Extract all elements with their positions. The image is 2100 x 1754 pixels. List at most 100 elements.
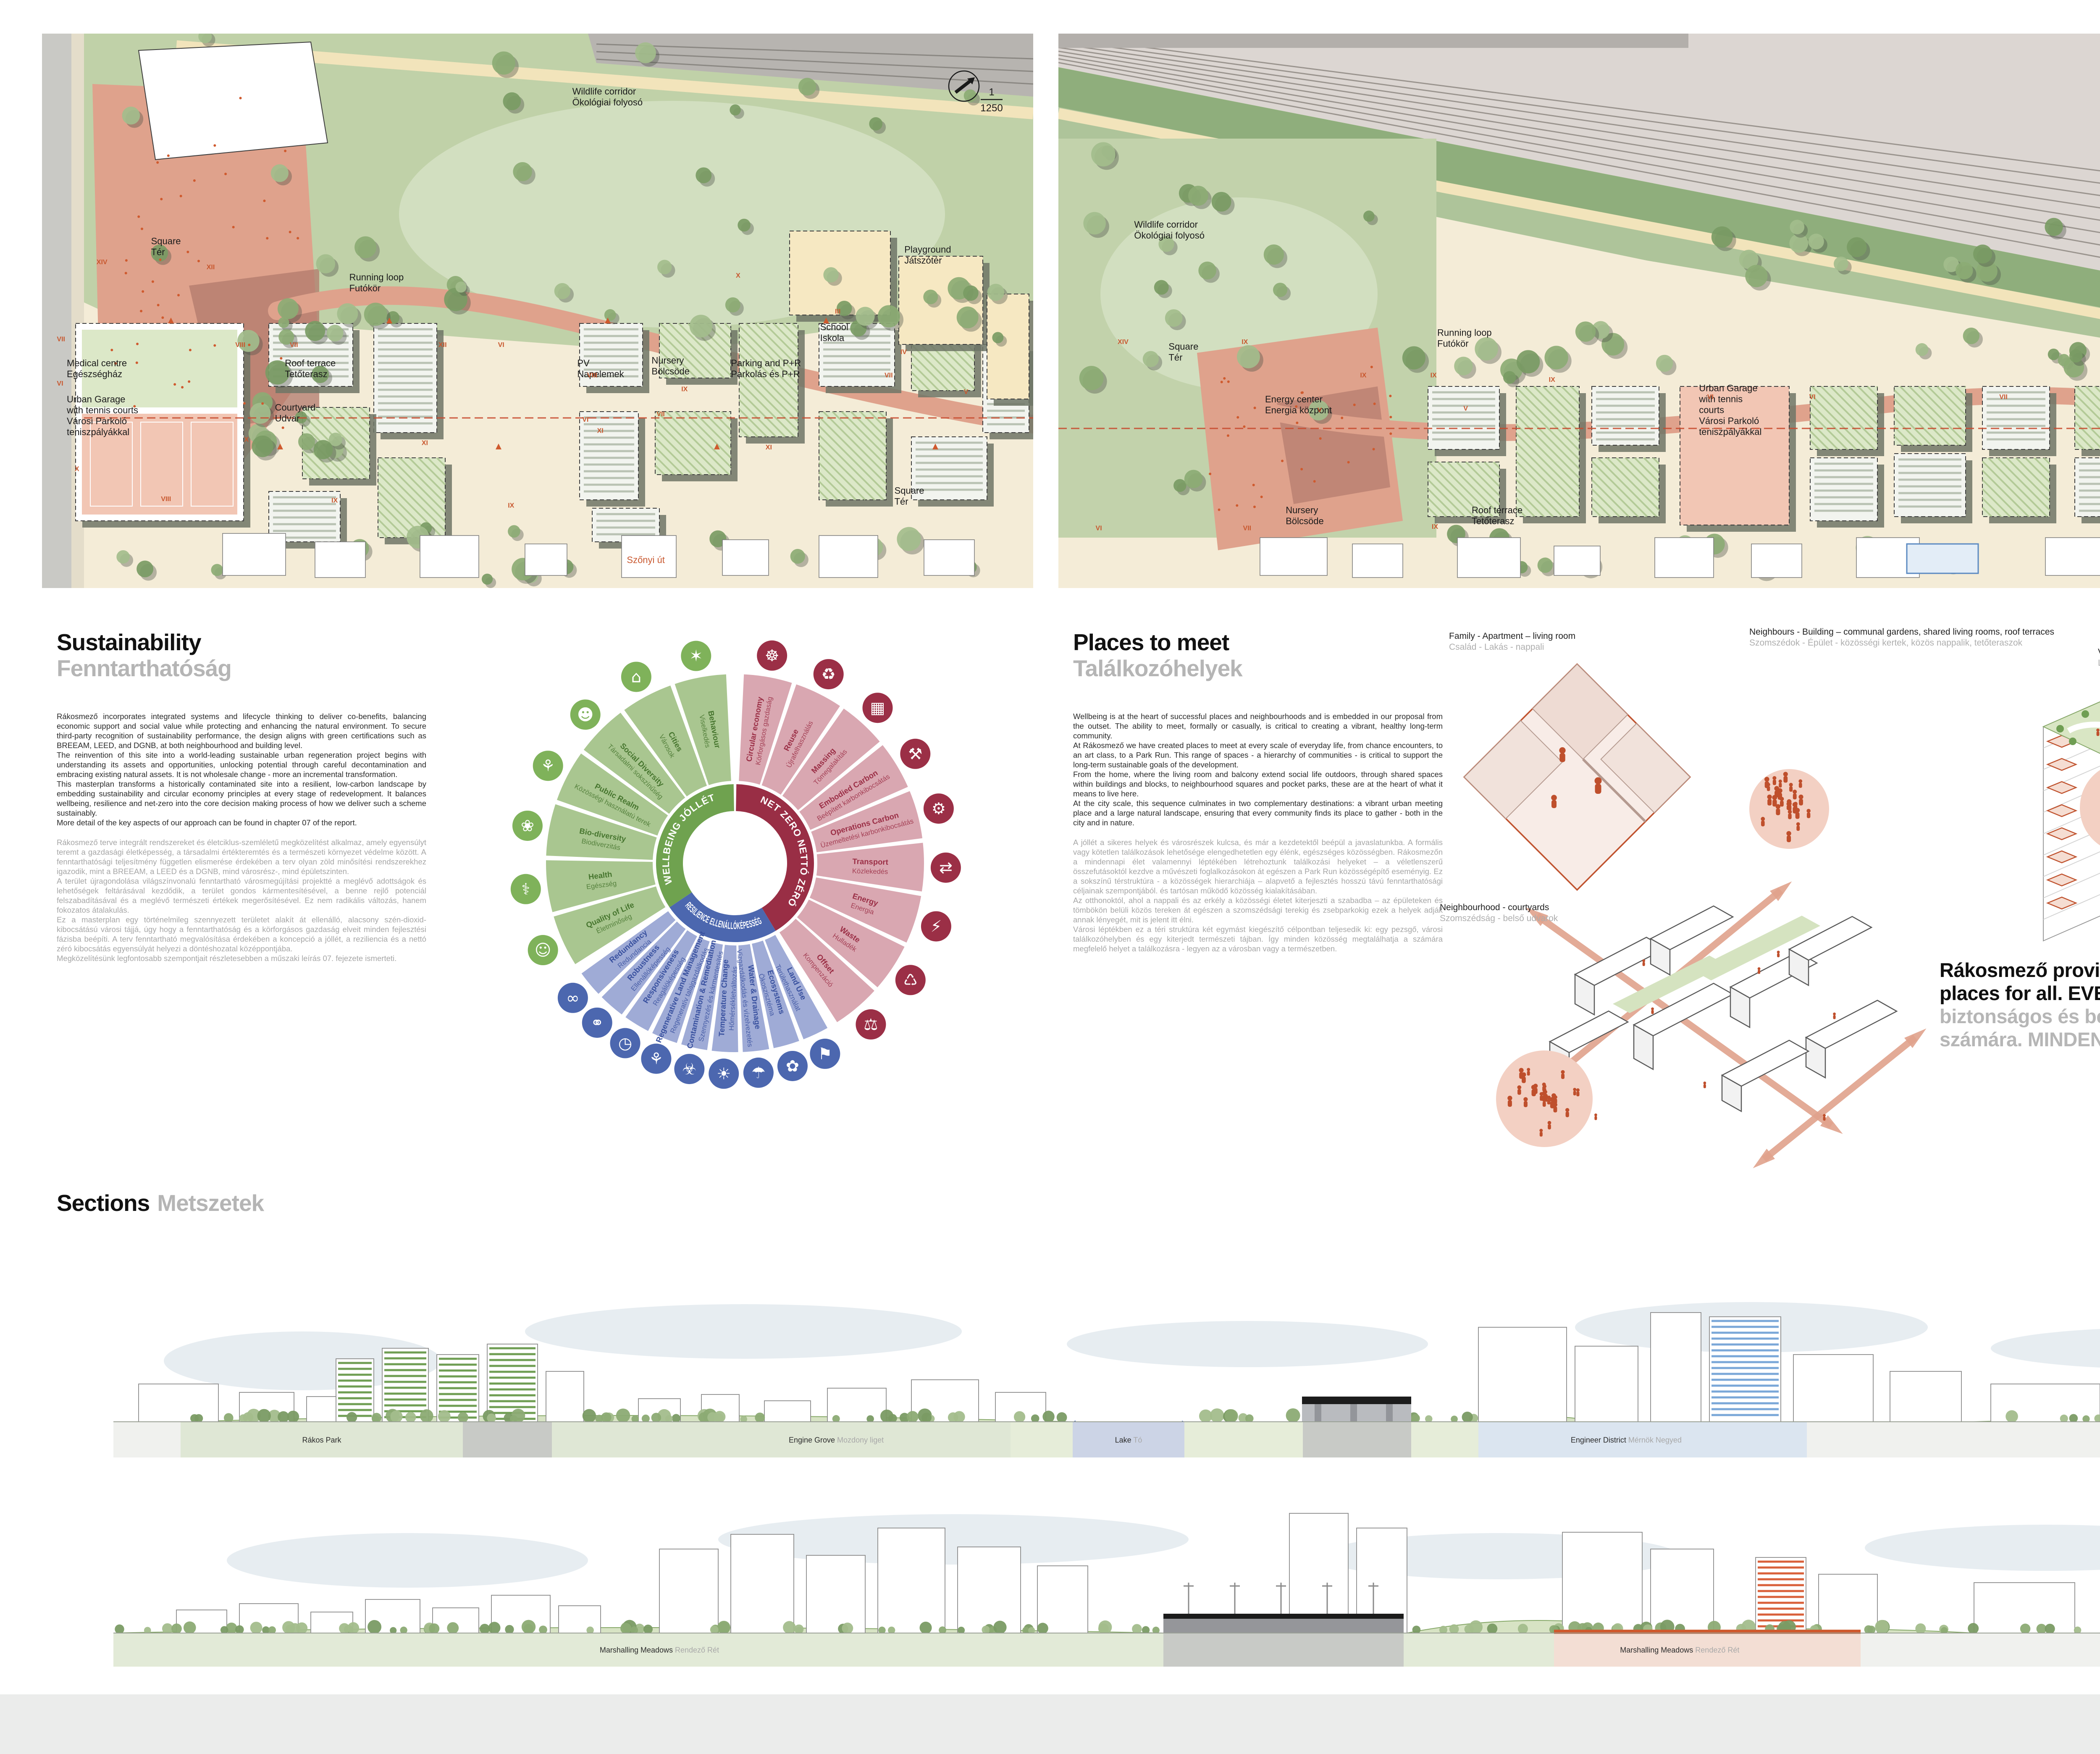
svg-text:Wildlife corridor: Wildlife corridor xyxy=(572,86,636,97)
svg-text:☺: ☺ xyxy=(535,941,551,959)
svg-text:Iskola: Iskola xyxy=(820,333,845,343)
svg-text:⇄: ⇄ xyxy=(939,859,953,877)
section-strip xyxy=(552,1422,1011,1457)
svg-text:⚭: ⚭ xyxy=(591,1014,604,1032)
wheel-segment xyxy=(797,899,905,987)
wheel-segment xyxy=(816,843,924,892)
building-numeral: IX xyxy=(1360,372,1366,379)
svg-text:Futókör: Futókör xyxy=(349,283,381,293)
svg-text:1: 1 xyxy=(989,87,994,98)
svg-text:Wildlife corridor: Wildlife corridor xyxy=(1134,219,1198,230)
section-zone-label: Lake Tó xyxy=(1115,1436,1142,1444)
welcome-statement-hu: Rákosmező biztonságos és befogadó tereke… xyxy=(1940,1005,2100,1050)
diagram-caption-hu: Család - Lakás - nappali xyxy=(1449,642,1544,652)
building-numeral: X xyxy=(244,436,249,444)
operations-carbon-icon xyxy=(923,793,954,824)
diagram-caption-en: Neighbourhood - courtyards xyxy=(1440,903,1549,912)
presentation-board: Wildlife corridor Ökológiai folyosó Square… xyxy=(0,0,2100,1694)
svg-text:Tér: Tér xyxy=(1168,352,1182,362)
section-zone-label: Marshalling Meadows Rendező Rét xyxy=(600,1646,719,1654)
diagram-caption-3: Visitors - Active ground floor – visitor… xyxy=(2098,647,2100,669)
svg-text:Transport: Transport xyxy=(852,857,888,866)
svg-text:Running loop: Running loop xyxy=(349,272,404,282)
section-strip xyxy=(1554,1633,1861,1667)
svg-text:Közlekedés: Közlekedés xyxy=(852,867,888,876)
building-numeral: VIII xyxy=(587,372,597,379)
wheel-segment xyxy=(675,674,731,785)
people-gathering-circle xyxy=(2080,770,2100,845)
welcome-statement-en: Rákosmező provides safe and inclusive sp… xyxy=(1940,959,2100,1004)
svg-text:Medical centre: Medical centre xyxy=(67,358,127,368)
robustness-icon xyxy=(582,1007,612,1038)
wheel-segment xyxy=(681,942,723,1050)
diagram-caption-4: Neighbourhood - courtyards Szomszédság - … xyxy=(1440,902,1700,924)
svg-text:⚑: ⚑ xyxy=(818,1045,832,1063)
svg-text:⚖: ⚖ xyxy=(864,1015,878,1034)
svg-text:Playground: Playground xyxy=(904,244,951,255)
massing-icon xyxy=(862,693,893,723)
svg-text:Urban Garage: Urban Garage xyxy=(67,394,125,404)
svg-text:◷: ◷ xyxy=(618,1034,632,1053)
svg-text:Városi Parkoló: Városi Parkoló xyxy=(1699,415,1759,426)
wheel-segment xyxy=(809,877,921,943)
sustainability-title-en: Sustainability xyxy=(57,629,202,655)
building-numeral: VIII xyxy=(235,341,245,349)
svg-text:Tér: Tér xyxy=(151,247,165,257)
svg-text:Udvar: Udvar xyxy=(275,413,300,424)
svg-text:Square: Square xyxy=(1168,341,1198,352)
svg-text:courts: courts xyxy=(1699,404,1724,415)
svg-text:Szőnyi út: Szőnyi út xyxy=(627,555,665,565)
sections-title-en: Sections xyxy=(57,1190,150,1216)
section-zone-label: Marshalling Meadows Rendező Rét xyxy=(1620,1646,1739,1654)
building-numeral: V xyxy=(1463,405,1468,412)
section-strip xyxy=(1011,1422,1073,1457)
sustainability-section: Sustainability Fenntarthatóság Rákosmező… xyxy=(57,629,426,963)
svg-text:School: School xyxy=(820,322,848,332)
svg-text:∞: ∞ xyxy=(566,989,580,1007)
water-drainage-icon xyxy=(743,1057,774,1088)
behaviour-icon xyxy=(681,641,711,671)
svg-text:1250: 1250 xyxy=(980,102,1003,114)
section-strip xyxy=(1163,1633,1404,1667)
building-numeral: VII xyxy=(57,336,65,343)
svg-text:teniszpályákkal: teniszpályákkal xyxy=(1699,426,1761,437)
building-numeral: XII xyxy=(207,264,215,271)
svg-text:✿: ✿ xyxy=(786,1057,799,1075)
svg-text:Square: Square xyxy=(151,236,181,247)
wheel-segment xyxy=(739,674,792,785)
svg-text:Ökológiai folyosó: Ökológiai folyosó xyxy=(1134,230,1205,241)
svg-text:Egészségház: Egészségház xyxy=(67,369,122,379)
svg-text:Játszótér: Játszótér xyxy=(904,255,942,265)
biodiversity-icon xyxy=(512,810,543,841)
building-numeral: VI xyxy=(1707,394,1714,401)
svg-text:Napelemek: Napelemek xyxy=(577,369,624,379)
svg-text:Roof terrace: Roof terrace xyxy=(1472,505,1522,515)
svg-text:Courtyard: Courtyard xyxy=(275,402,316,413)
building-numeral: VI xyxy=(582,416,588,423)
svg-text:⌂: ⌂ xyxy=(631,667,641,686)
svg-text:☂: ☂ xyxy=(751,1063,766,1082)
cross-section-1: Rákos Park Engine Grove Mozdony liget Lake… xyxy=(113,1302,2100,1457)
svg-text:☀: ☀ xyxy=(717,1064,731,1083)
svg-text:⚘: ⚘ xyxy=(649,1050,663,1068)
svg-text:♺: ♺ xyxy=(903,971,918,989)
wheel-segment xyxy=(581,911,676,994)
places-title-en: Places to meet xyxy=(1073,629,1229,655)
building-numeral: X xyxy=(75,465,79,473)
building-numeral: XI xyxy=(766,444,772,451)
building-numeral: V xyxy=(1318,407,1322,414)
svg-text:Tetőterasz: Tetőterasz xyxy=(1472,516,1515,526)
section-strip xyxy=(1073,1422,1184,1457)
embodied-carbon-icon xyxy=(900,738,931,769)
neighbours-building-diagram xyxy=(2042,701,2100,942)
regenerative-land-icon xyxy=(641,1043,672,1074)
svg-text:Energy center: Energy center xyxy=(1265,394,1323,404)
